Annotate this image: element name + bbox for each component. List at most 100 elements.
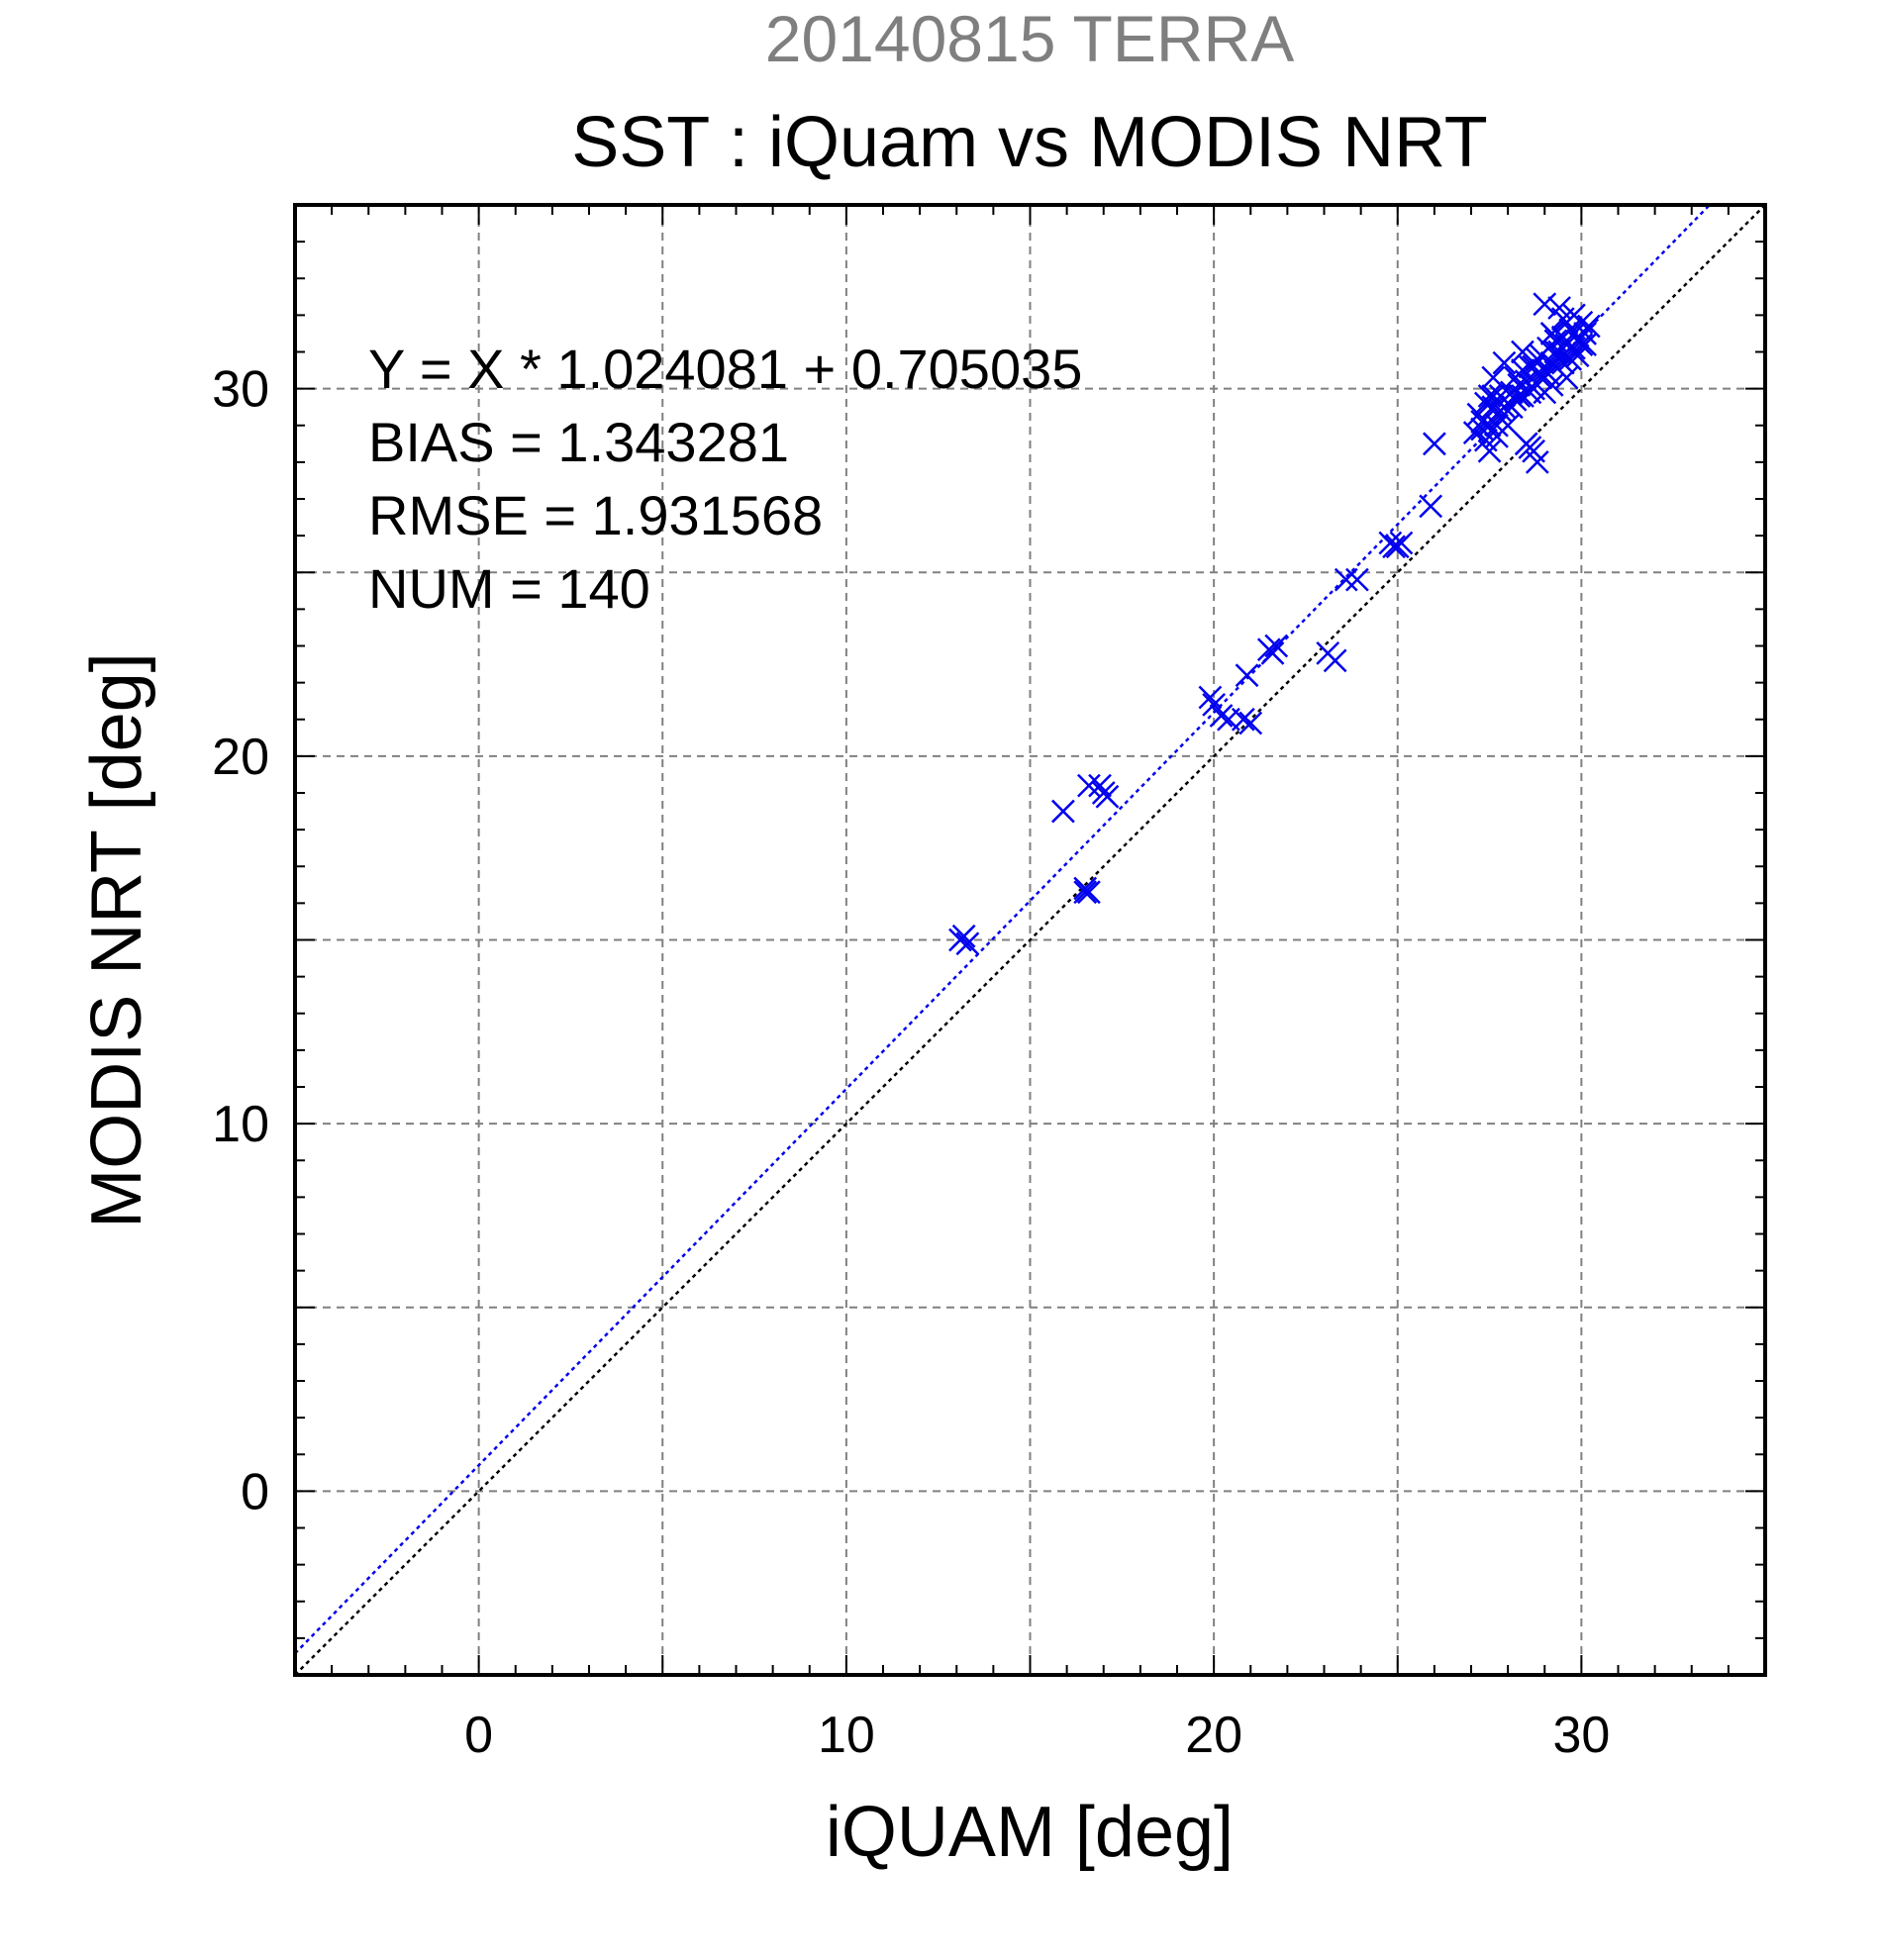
data-point bbox=[1462, 421, 1487, 445]
data-point-stroke bbox=[1522, 354, 1545, 379]
tick-labels: 0 10 20 30 0 10 20 30 bbox=[212, 361, 1610, 1764]
data-point-stroke bbox=[1533, 292, 1557, 317]
data-point-stroke bbox=[1539, 373, 1564, 397]
data-point bbox=[1529, 365, 1553, 390]
data-point-stroke bbox=[1496, 413, 1521, 438]
data-point bbox=[1477, 413, 1502, 438]
chart-title: SST : iQuam vs MODIS NRT bbox=[571, 103, 1488, 182]
data-point bbox=[1488, 384, 1513, 408]
data-point-stroke bbox=[1466, 402, 1491, 427]
data-point-stroke bbox=[1422, 432, 1446, 456]
y-tick-label: 0 bbox=[241, 1463, 269, 1520]
data-point-stroke bbox=[1260, 641, 1285, 665]
y-tick-label: 10 bbox=[212, 1096, 269, 1153]
data-point bbox=[1073, 876, 1098, 901]
data-point bbox=[1522, 354, 1545, 379]
data-point bbox=[1503, 387, 1528, 412]
data-point-stroke bbox=[1573, 333, 1597, 356]
data-point bbox=[1511, 340, 1534, 364]
data-point-stroke bbox=[1073, 880, 1098, 905]
data-point-stroke bbox=[1235, 663, 1259, 688]
data-point-stroke bbox=[1543, 329, 1568, 353]
data-point-stroke bbox=[1529, 365, 1553, 390]
data-point bbox=[1550, 307, 1575, 331]
data-point-stroke bbox=[1419, 494, 1443, 519]
data-point-stroke bbox=[1198, 685, 1223, 710]
data-point bbox=[1547, 347, 1571, 371]
x-axis-label: iQUAM [deg] bbox=[826, 1793, 1234, 1872]
data-point-stroke bbox=[1481, 395, 1506, 420]
y-axis-label: MODIS NRT [deg] bbox=[77, 652, 156, 1228]
x-tick-label: 10 bbox=[818, 1707, 875, 1764]
chart-suptitle: 20140815 TERRA bbox=[765, 2, 1294, 75]
data-point-stroke bbox=[1492, 350, 1517, 375]
data-point bbox=[1088, 773, 1112, 798]
plot-frame bbox=[293, 203, 1767, 1677]
data-point-stroke bbox=[1470, 417, 1495, 441]
data-point bbox=[1422, 432, 1446, 456]
data-point-stroke bbox=[1481, 384, 1506, 408]
data-point bbox=[1235, 663, 1259, 688]
data-point-stroke bbox=[1481, 365, 1506, 390]
data-point-stroke bbox=[1511, 340, 1534, 364]
data-point-stroke bbox=[1492, 395, 1517, 420]
data-point-stroke bbox=[1485, 413, 1509, 438]
data-point bbox=[1382, 535, 1406, 559]
data-point bbox=[1334, 567, 1358, 592]
data-point-stroke bbox=[1073, 876, 1098, 901]
data-point bbox=[1573, 333, 1597, 356]
data-point bbox=[1419, 494, 1443, 519]
bias-value: BIAS = 1.343281 bbox=[368, 411, 789, 473]
data-point bbox=[1473, 428, 1498, 452]
data-point bbox=[1543, 340, 1568, 364]
data-point bbox=[1518, 380, 1542, 405]
data-point bbox=[1073, 880, 1098, 905]
x-tick-label: 0 bbox=[464, 1707, 493, 1764]
data-point bbox=[1051, 799, 1075, 824]
data-point bbox=[1573, 322, 1597, 345]
data-point-stroke bbox=[1323, 648, 1347, 673]
data-point-stroke bbox=[1334, 567, 1358, 592]
fit-equation: Y = X * 1.024081 + 0.705035 bbox=[368, 338, 1082, 400]
data-point-stroke bbox=[1473, 428, 1498, 452]
data-point bbox=[1323, 648, 1347, 673]
data-point bbox=[1533, 292, 1557, 317]
data-point bbox=[1470, 410, 1495, 434]
data-point-stroke bbox=[1547, 347, 1571, 371]
data-point bbox=[951, 924, 976, 948]
num-value: NUM = 140 bbox=[368, 557, 650, 620]
data-point-stroke bbox=[1095, 784, 1120, 809]
data-point bbox=[1539, 373, 1564, 397]
data-point-stroke bbox=[1382, 535, 1406, 559]
data-point bbox=[1095, 784, 1120, 809]
data-point bbox=[1077, 773, 1101, 798]
data-point-stroke bbox=[1345, 567, 1369, 592]
data-point-stroke bbox=[1539, 322, 1564, 345]
data-point bbox=[1481, 365, 1506, 390]
data-point-stroke bbox=[1477, 413, 1502, 438]
data-point-stroke bbox=[1385, 535, 1410, 559]
data-point bbox=[1198, 685, 1223, 710]
data-point-stroke bbox=[1470, 410, 1495, 434]
data-point bbox=[1554, 365, 1579, 390]
data-point bbox=[1260, 641, 1285, 665]
data-point bbox=[1231, 707, 1255, 732]
scatter-points bbox=[948, 292, 1601, 956]
data-point bbox=[1485, 413, 1509, 438]
data-point-stroke bbox=[1550, 307, 1575, 331]
data-point bbox=[1264, 634, 1289, 658]
data-point-stroke bbox=[1238, 711, 1263, 735]
data-point-stroke bbox=[1522, 439, 1545, 463]
data-point bbox=[1477, 384, 1502, 408]
data-point bbox=[1209, 704, 1234, 728]
data-point bbox=[1525, 347, 1549, 371]
data-point-stroke bbox=[1051, 799, 1075, 824]
identity-line bbox=[295, 205, 1765, 1675]
data-point-stroke bbox=[1503, 387, 1528, 412]
data-point bbox=[1385, 535, 1410, 559]
stats-box: Y = X * 1.024081 + 0.705035 BIAS = 1.343… bbox=[368, 338, 1082, 620]
data-point-stroke bbox=[1518, 380, 1542, 405]
data-point bbox=[1539, 322, 1564, 345]
